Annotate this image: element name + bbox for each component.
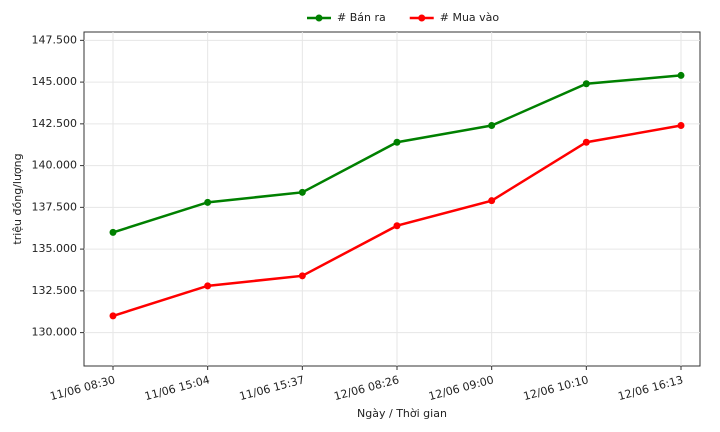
y-tick-label: 140.000 [32, 159, 78, 172]
x-tick-label: 11/06 15:37 [238, 373, 306, 403]
x-tick-label: 12/06 16:13 [617, 373, 685, 403]
legend-label: # Mua vào [440, 11, 500, 24]
x-tick-label: 11/06 15:04 [143, 373, 211, 403]
legend-label: # Bán ra [337, 11, 386, 24]
x-tick-label: 12/06 10:10 [522, 373, 590, 403]
point [109, 312, 117, 320]
y-tick-label: 130.000 [32, 326, 78, 339]
y-axis-label: triệu đồng/lượng [11, 153, 24, 244]
point [488, 122, 496, 130]
y-tick-label: 145.000 [32, 75, 78, 88]
legend-entry: # Bán ra [307, 11, 386, 24]
point [677, 122, 685, 130]
y-tick-label: 135.000 [32, 242, 78, 255]
y-tick-label: 137.500 [32, 200, 78, 213]
point [109, 228, 117, 236]
legend-marker [418, 14, 426, 22]
point [393, 222, 401, 230]
y-tick-label: 147.500 [32, 33, 78, 46]
legend-marker [315, 14, 323, 22]
point [298, 188, 306, 196]
x-tick-label: 11/06 08:30 [49, 373, 117, 403]
y-tick-label: 132.500 [32, 284, 78, 297]
point [393, 138, 401, 146]
point [488, 197, 496, 205]
y-tick-label: 142.500 [32, 117, 78, 130]
point [582, 80, 590, 88]
x-tick-label: 12/06 08:26 [333, 373, 401, 403]
point [677, 71, 685, 79]
legend-entry: # Mua vào [409, 11, 500, 24]
x-tick-label: 12/06 09:00 [427, 373, 495, 403]
point [204, 198, 212, 206]
point [298, 272, 306, 280]
plot-frame [83, 31, 701, 367]
point [582, 138, 590, 146]
x-axis-label: Ngày / Thời gian [357, 407, 447, 420]
point [204, 282, 212, 290]
